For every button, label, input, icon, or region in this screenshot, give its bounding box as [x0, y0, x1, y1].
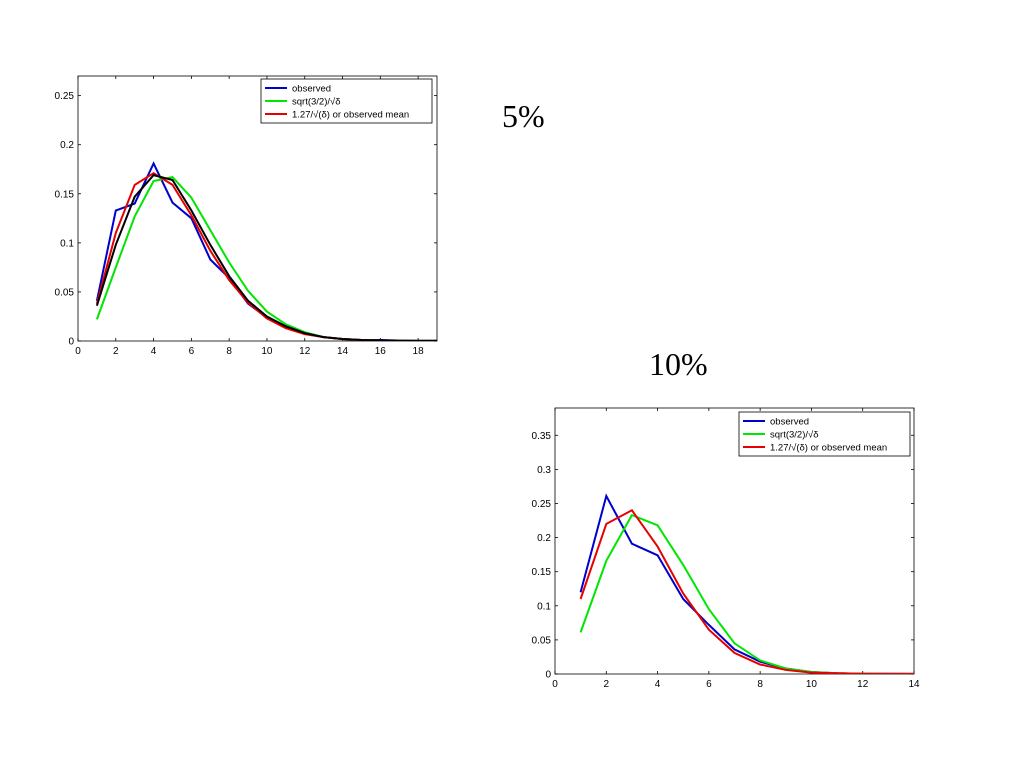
- x-tick-label: 0: [552, 679, 558, 690]
- x-tick-label: 6: [189, 346, 195, 357]
- y-tick-label: 0.1: [60, 238, 74, 249]
- x-tick-label: 12: [299, 346, 311, 357]
- label-5-percent: 5%: [502, 98, 545, 134]
- series-line-formula: [579, 509, 914, 674]
- legend-label: observed: [292, 84, 331, 95]
- y-tick-label: 0.2: [537, 533, 551, 544]
- legend-label: 1.27/√(δ) or observed mean: [770, 443, 887, 454]
- x-tick-label: 12: [857, 679, 869, 690]
- x-tick-label: 2: [604, 679, 610, 690]
- y-tick-label: 0.15: [55, 189, 75, 200]
- legend-box: [260, 78, 433, 124]
- y-tick-label: 0: [545, 670, 551, 681]
- legend: observed sqrt(3/2)/√δ 1.27/√(δ) or observe…: [260, 78, 433, 124]
- y-tick-label: 0.05: [55, 287, 75, 298]
- x-tick-label: 10: [261, 346, 273, 357]
- x-tick-label: 2: [113, 346, 119, 357]
- legend-label: observed: [770, 417, 809, 428]
- y-tick-label: 0.15: [532, 567, 552, 578]
- legend-label: sqrt(3/2)/√δ: [292, 97, 341, 108]
- y-tick-label: 0.2: [60, 140, 74, 151]
- x-tick-label: 18: [413, 346, 425, 357]
- x-tick-label: 14: [337, 346, 349, 357]
- series-line-extra: [95, 173, 437, 341]
- y-tick-label: 0.35: [532, 431, 552, 442]
- y-tick-label: 0.25: [532, 499, 552, 510]
- legend-label: sqrt(3/2)/√δ: [770, 430, 819, 441]
- y-tick-label: 0: [68, 337, 74, 348]
- x-tick-label: 4: [655, 679, 661, 690]
- legend-label: 1.27/√(δ) or observed mean: [292, 110, 409, 121]
- y-tick-label: 0.1: [537, 601, 551, 612]
- y-tick-label: 0.05: [532, 635, 552, 646]
- x-tick-label: 16: [375, 346, 387, 357]
- legend-box: [738, 411, 911, 457]
- label-10-percent: 10%: [649, 346, 708, 382]
- x-tick-label: 4: [151, 346, 157, 357]
- x-tick-label: 6: [706, 679, 712, 690]
- x-tick-label: 14: [908, 679, 920, 690]
- x-tick-label: 8: [757, 679, 763, 690]
- y-tick-label: 0.25: [55, 91, 75, 102]
- legend: observed sqrt(3/2)/√δ 1.27/√(δ) or observe…: [738, 411, 911, 457]
- x-tick-label: 0: [75, 346, 81, 357]
- x-tick-label: 8: [226, 346, 232, 357]
- x-tick-label: 10: [806, 679, 818, 690]
- y-tick-label: 0.3: [537, 465, 551, 476]
